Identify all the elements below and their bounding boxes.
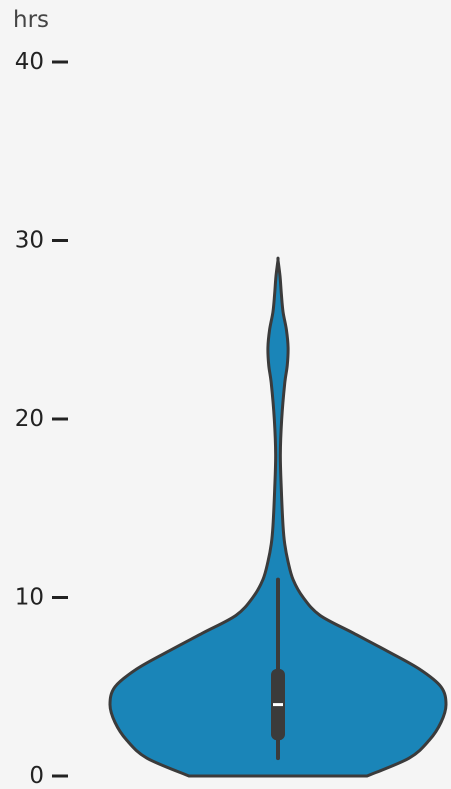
y-tick-label: 30 <box>15 228 44 254</box>
y-tick-label: 20 <box>15 406 44 432</box>
y-tick-label: 10 <box>15 585 44 611</box>
y-tick-label: 0 <box>29 763 44 789</box>
y-tick-label: 40 <box>15 49 44 75</box>
plot-area <box>108 256 448 778</box>
y-axis: 0 10 20 30 40 <box>15 49 68 789</box>
y-axis-unit-label: hrs <box>13 7 49 33</box>
violin-body <box>108 256 448 778</box>
